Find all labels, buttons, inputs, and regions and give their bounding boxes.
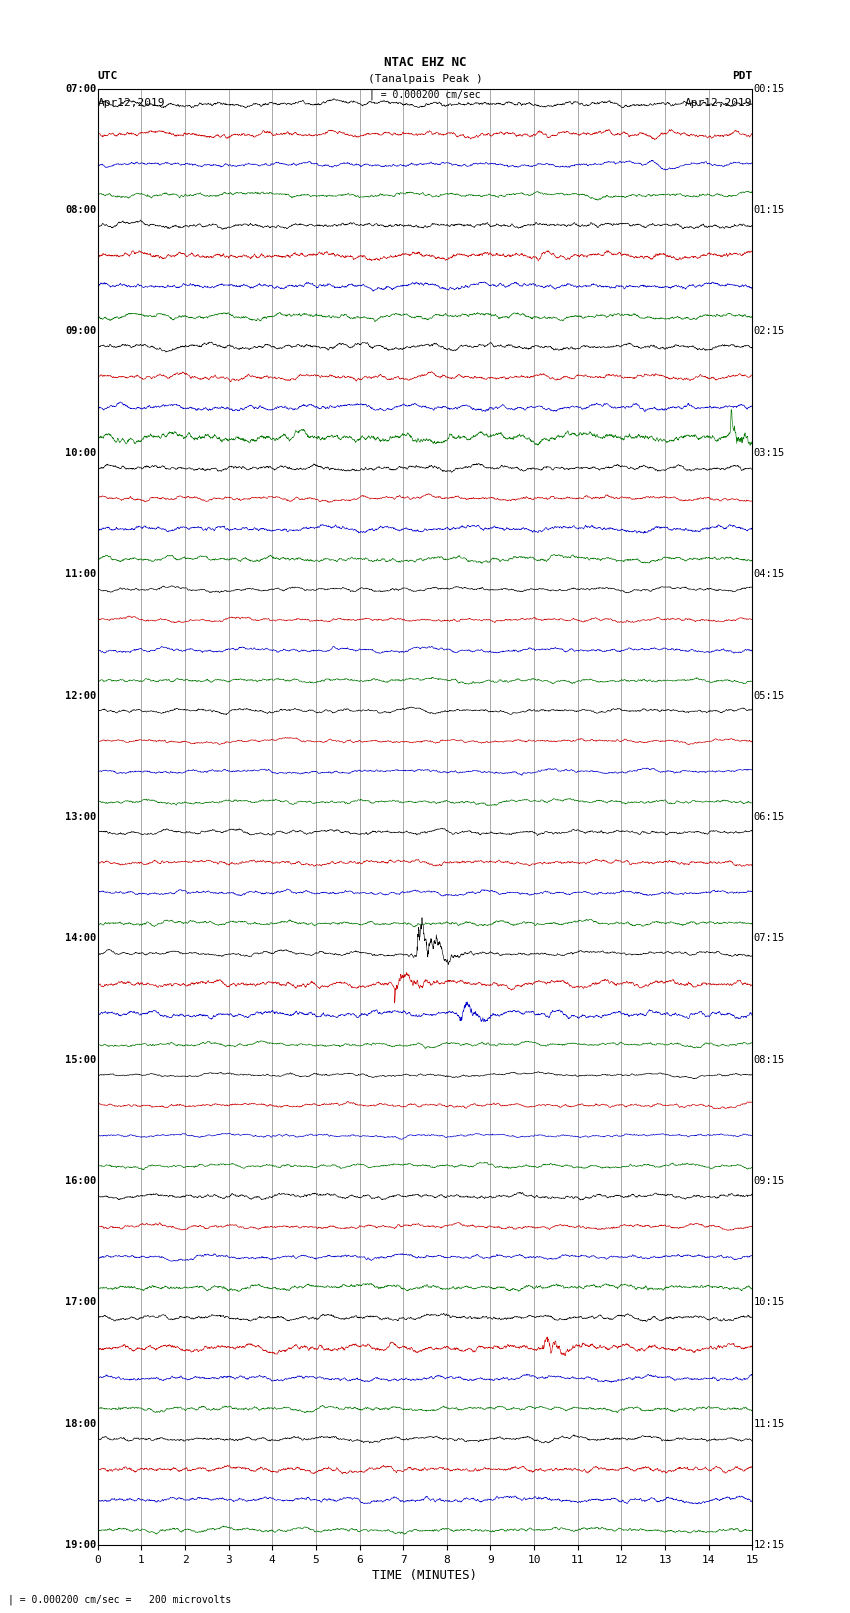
Text: | = 0.000200 cm/sec: | = 0.000200 cm/sec [369,89,481,100]
Text: 03:15: 03:15 [754,448,785,458]
Text: 00:15: 00:15 [754,84,785,94]
Text: 08:00: 08:00 [65,205,96,215]
Text: (Tanalpais Peak ): (Tanalpais Peak ) [367,74,483,84]
Text: PDT: PDT [732,71,752,81]
Text: Apr12,2019: Apr12,2019 [98,98,165,108]
Text: 04:15: 04:15 [754,569,785,579]
Text: NTAC EHZ NC: NTAC EHZ NC [383,56,467,69]
Text: 01:15: 01:15 [754,205,785,215]
Text: 17:00: 17:00 [65,1297,96,1308]
Text: 19:00: 19:00 [65,1540,96,1550]
Text: 16:00: 16:00 [65,1176,96,1186]
Text: 15:00: 15:00 [65,1055,96,1065]
Text: 11:15: 11:15 [754,1419,785,1429]
Text: 12:00: 12:00 [65,690,96,700]
Text: 11:00: 11:00 [65,569,96,579]
Text: 07:00: 07:00 [65,84,96,94]
Text: 10:15: 10:15 [754,1297,785,1308]
Text: 05:15: 05:15 [754,690,785,700]
Text: UTC: UTC [98,71,118,81]
Text: 12:15: 12:15 [754,1540,785,1550]
X-axis label: TIME (MINUTES): TIME (MINUTES) [372,1569,478,1582]
Text: 13:00: 13:00 [65,811,96,823]
Text: 07:15: 07:15 [754,934,785,944]
Text: 10:00: 10:00 [65,448,96,458]
Text: | = 0.000200 cm/sec =   200 microvolts: | = 0.000200 cm/sec = 200 microvolts [8,1594,232,1605]
Text: Apr12,2019: Apr12,2019 [685,98,752,108]
Text: 09:00: 09:00 [65,326,96,337]
Text: 02:15: 02:15 [754,326,785,337]
Text: 18:00: 18:00 [65,1419,96,1429]
Text: 14:00: 14:00 [65,934,96,944]
Text: 06:15: 06:15 [754,811,785,823]
Text: 09:15: 09:15 [754,1176,785,1186]
Text: 08:15: 08:15 [754,1055,785,1065]
